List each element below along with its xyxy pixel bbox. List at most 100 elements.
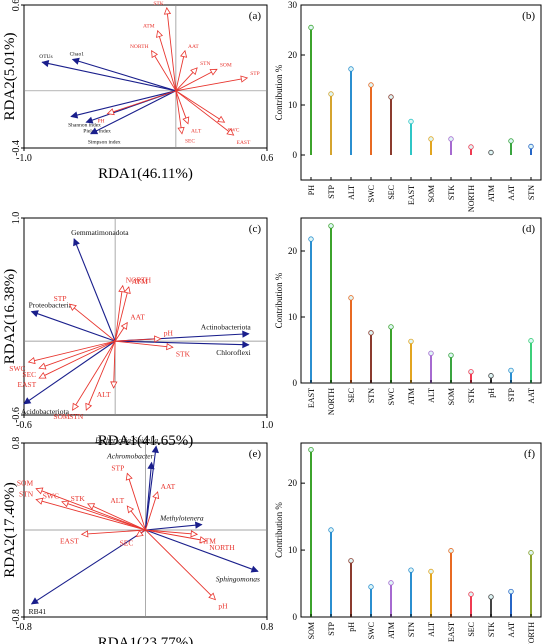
arrowhead: [226, 128, 235, 136]
x-tick-label: STN: [527, 185, 536, 200]
y-tick-label: 1.0: [11, 212, 22, 225]
arrowhead: [240, 75, 249, 83]
x-tick-label: STN: [407, 622, 416, 637]
panel-label: (d): [522, 223, 535, 235]
response-vector: [36, 499, 146, 531]
bar-point: [348, 66, 354, 72]
species-label: Escherichia-Shigella: [94, 435, 158, 444]
response-vector: [61, 501, 146, 531]
bar-point: [388, 94, 394, 100]
response-label: AAT: [161, 482, 176, 491]
arrowhead: [106, 108, 115, 116]
response-vector: [145, 529, 198, 535]
arrowhead: [35, 487, 44, 495]
arrowhead: [208, 592, 216, 601]
arrowhead: [156, 29, 163, 38]
response-label: pH: [218, 602, 228, 611]
arrowhead: [151, 49, 159, 59]
response-label: ATM: [200, 536, 216, 545]
response-vector: [175, 50, 186, 91]
response-label: EAST: [60, 536, 79, 545]
bar-point: [488, 149, 494, 156]
bar-point: [528, 143, 534, 150]
x-tick-label: STP: [507, 387, 516, 401]
panel-label: (b): [522, 10, 535, 22]
arrowhead: [182, 116, 190, 125]
response-vector: [85, 340, 116, 411]
y-tick-label: -0.4: [11, 140, 22, 156]
species-label: Methylotenera: [159, 514, 204, 523]
response-vector: [115, 340, 173, 348]
species-label: Simpson index: [88, 140, 121, 146]
panel-label: (f): [524, 448, 535, 460]
species-vector: [144, 462, 153, 531]
bar-point: [468, 591, 474, 597]
response-label: STN: [19, 490, 34, 499]
x-axis-title: RDA1(23.77%): [98, 635, 193, 644]
bar-point: [408, 567, 414, 573]
response-label: STP: [111, 463, 124, 472]
x-tick-label: SOM: [307, 622, 316, 639]
response-label: SOM: [220, 62, 232, 68]
species-label: Acidobacteriota: [21, 407, 70, 416]
x-tick-label: SOM: [427, 185, 436, 202]
bar-point: [308, 236, 314, 242]
arrowhead: [35, 497, 44, 505]
response-label: NORTH: [130, 44, 149, 50]
x-tick-label: NORTH: [527, 622, 536, 644]
species-vector: [90, 90, 177, 135]
arrowhead: [72, 402, 80, 411]
x-tick-label: ATM: [407, 388, 416, 405]
response-vector: [28, 340, 116, 363]
arrowhead: [147, 461, 155, 470]
response-label: SEC: [185, 139, 195, 145]
arrowhead: [71, 57, 80, 65]
x-tick-label: STK: [447, 185, 456, 200]
arrowhead: [73, 238, 80, 247]
plot-frame: [23, 217, 268, 416]
species-label: Actinobacteriota: [201, 323, 252, 332]
species-vector: [70, 90, 177, 118]
arrowhead: [68, 303, 77, 312]
y-tick-label: 0: [293, 378, 298, 388]
response-vector: [72, 340, 116, 411]
response-label: pH: [164, 329, 174, 338]
y-axis-title: RDA2(17.40%): [2, 482, 18, 577]
response-vector: [175, 90, 234, 136]
species-label: OTUs: [39, 54, 52, 60]
response-vector: [107, 90, 177, 115]
arrowhead: [61, 500, 70, 508]
arrowhead: [190, 67, 198, 76]
response-label: SOM: [53, 412, 70, 421]
arrowhead: [177, 126, 185, 135]
response-label: STN: [200, 61, 210, 67]
species-label: Chloroflexi: [216, 348, 251, 357]
bar-point: [428, 350, 434, 356]
bar-point: [348, 558, 354, 564]
arrowhead: [154, 335, 162, 343]
species-label: Shannon index: [68, 123, 101, 129]
response-vector: [175, 77, 248, 92]
arrowhead: [70, 111, 79, 119]
y-tick-label: 0: [293, 150, 298, 160]
bar-point: [388, 580, 394, 586]
x-tick-label: ALT: [427, 622, 436, 637]
bar-point: [508, 138, 514, 144]
bar-point: [528, 550, 534, 556]
y-tick-label: 30: [288, 0, 298, 10]
x-tick-label: SEC: [387, 185, 396, 200]
response-vector: [166, 7, 177, 91]
species-vector: [72, 58, 177, 92]
response-label: SOM: [17, 479, 34, 488]
x-tick-label: 0.6: [261, 153, 274, 164]
response-label: SWC: [227, 127, 239, 133]
arrowhead: [38, 371, 47, 379]
x-tick-label: SEC: [347, 388, 356, 403]
x-tick-label: PH: [307, 185, 316, 195]
response-label: PH: [98, 119, 105, 125]
response-label: SEC: [22, 370, 36, 379]
bar-point: [468, 144, 474, 150]
x-tick-label: -0.6: [16, 420, 32, 431]
x-axis-title: RDA1(46.11%): [98, 166, 193, 182]
y-tick-label: 10: [288, 100, 298, 110]
